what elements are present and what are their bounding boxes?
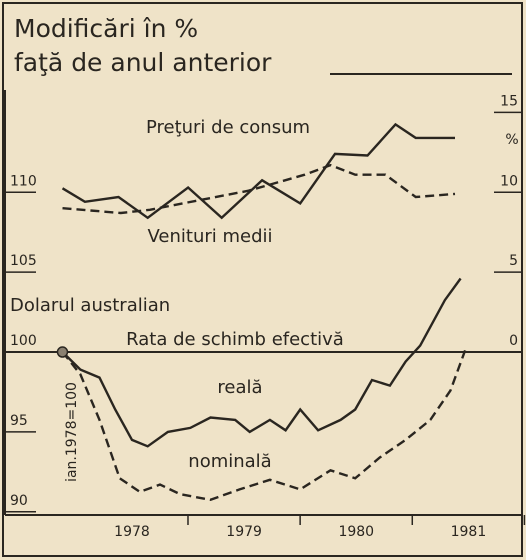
y2-tick-label: 15 [500,93,518,109]
y2-tick-label: 10 [500,173,518,189]
y2-tick-label: 5 [509,253,518,269]
x-tick-label: 1980 [338,524,374,540]
y-tick-label: 95 [10,413,28,429]
series-line [61,349,467,502]
y-tick-label: 105 [10,253,37,269]
annotation: Preţuri de consum [146,117,310,138]
y-tick-label: 90 [10,493,28,509]
start-marker [56,346,69,358]
series-line [61,277,462,448]
series-line [62,163,456,215]
series-line [61,122,455,220]
y2-unit: % [505,132,518,148]
annotation: ian.1978=100 [64,382,80,482]
x-tick-label: 1979 [226,524,262,540]
x-tick-label: 1978 [114,524,150,540]
annotation: Dolarul australian [10,295,170,316]
chart-title: Modificări în % [14,14,198,43]
y-tick-label: 110 [10,173,37,189]
y2-tick-label: 0 [509,333,518,349]
x-tick-label: 1981 [451,524,487,540]
annotation: Rata de schimb efectivă [126,329,344,350]
annotation: Venituri medii [147,226,272,247]
annotation: nominală [188,451,271,472]
chart-subtitle: faţă de anul anterior [14,48,272,77]
annotation: reală [217,377,262,398]
y-tick-label: 100 [10,333,37,349]
